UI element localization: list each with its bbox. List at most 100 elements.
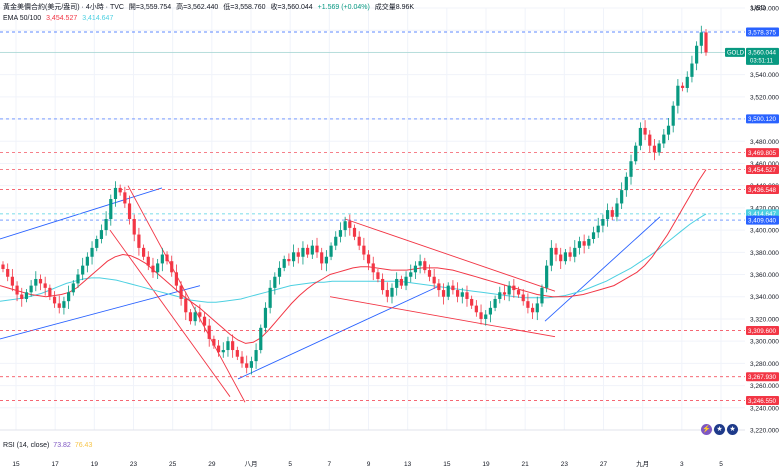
us-flag-icon[interactable]: ★	[714, 424, 725, 435]
ema100-value: 3,414.647	[82, 15, 114, 22]
candle-body	[71, 283, 75, 293]
candle-body	[254, 350, 258, 362]
date-tick-label: 17	[52, 461, 60, 468]
candle-body	[104, 219, 108, 231]
candle-body	[671, 105, 675, 126]
candle-body	[296, 252, 300, 257]
candle-body	[85, 256, 89, 266]
price-tick-label: 3,380.000	[750, 250, 779, 257]
price-tag-text: 3,500.120	[748, 116, 777, 123]
date-tick-label: 5	[719, 461, 723, 468]
trend-line	[109, 229, 231, 397]
trend-line	[544, 216, 661, 322]
candle-body	[165, 254, 169, 262]
candle-body	[409, 272, 413, 277]
currency-label: USD	[751, 5, 766, 12]
candle-body	[699, 32, 703, 46]
candle-body	[395, 278, 399, 288]
candle-body	[198, 312, 202, 317]
candle-body	[273, 276, 277, 288]
ema50-value: 3,454.527	[46, 15, 78, 22]
date-tick-label: 3	[680, 461, 684, 468]
close-value: 收=3,560.044	[270, 4, 313, 11]
candle-body	[24, 292, 29, 299]
candle-body	[498, 292, 502, 299]
candle-body	[437, 283, 441, 291]
us-flag-icon-2[interactable]: ★	[727, 424, 738, 435]
candle-body	[179, 285, 183, 299]
candle-body	[188, 312, 193, 322]
candle-body	[249, 361, 253, 368]
candle-body	[245, 363, 249, 368]
candle-body	[259, 327, 263, 351]
candle-body	[601, 219, 605, 226]
candle-body	[530, 307, 535, 313]
candle-body	[465, 292, 469, 299]
lightning-icon[interactable]: ⚡	[701, 424, 712, 435]
price-tag	[746, 215, 779, 225]
candle-body	[610, 210, 614, 217]
date-tick-label: 27	[600, 461, 608, 468]
candle-body	[587, 238, 591, 246]
candle-body	[666, 125, 671, 135]
date-tick-label: 23	[130, 461, 138, 468]
price-tags: 3,578.375 3,500.120 3,469.805 3,454.527 3,43…	[725, 27, 779, 406]
date-tick-label: 29	[208, 461, 216, 468]
candle-body	[512, 285, 516, 291]
candle-body	[615, 203, 619, 217]
rsi-header[interactable]: RSI (14, close) 73.82 76.43	[3, 442, 92, 449]
price-tick-label: 3,460.000	[750, 161, 779, 168]
candle-body	[620, 190, 624, 204]
price-tag-text: 3,414.647	[748, 211, 777, 218]
candle-body	[418, 261, 422, 266]
candle-body	[554, 247, 558, 255]
candle-body	[6, 268, 10, 277]
price-tick-label: 3,240.000	[750, 405, 779, 412]
symbol-title[interactable]: 黃金美價合約(美元/盎司) · 4小時 · TVC	[3, 4, 124, 11]
candle-body	[662, 134, 666, 144]
candle-body	[704, 32, 708, 53]
candle-body	[184, 298, 188, 313]
candle-body	[352, 227, 357, 237]
candle-body	[29, 285, 33, 293]
price-tick-label: 3,400.000	[750, 228, 779, 235]
price-tick-label: 3,540.000	[750, 72, 779, 79]
ema50-line	[0, 169, 707, 344]
indicator-header[interactable]: EMA 50/100 3,454.527 3,414.647	[3, 14, 116, 23]
time-axis[interactable]: 15 17 19 23 25 29 八月 5 7 9 13 15 19 21 23 27 九月 3 5	[12, 459, 723, 468]
rsi-label: RSI (14, close)	[3, 442, 50, 449]
price-tick-label: 3,320.000	[750, 316, 779, 323]
price-tag	[746, 27, 779, 37]
candle-body	[427, 270, 432, 277]
candle-body	[207, 325, 211, 339]
candle-body	[81, 265, 85, 275]
candle-body	[446, 285, 450, 297]
candle-body	[690, 63, 694, 77]
candle-body	[90, 247, 94, 257]
candle-body	[221, 350, 225, 353]
candle-body	[605, 210, 610, 219]
ema-label: EMA 50/100	[3, 15, 42, 22]
candle-body	[146, 256, 150, 266]
candle-body	[123, 192, 127, 204]
candle-body	[62, 301, 66, 308]
date-tick-label: 5	[288, 461, 292, 468]
candle-body	[118, 187, 122, 193]
candle-body	[441, 290, 446, 297]
candle-body	[43, 283, 47, 288]
candle-body	[559, 254, 563, 262]
candle-body	[156, 263, 160, 273]
rsi-ma-value: 76.43	[74, 442, 93, 449]
price-tag-text: 3,454.527	[748, 167, 777, 174]
price-tag-text: 3,267.930	[748, 374, 777, 381]
candle-body	[657, 143, 661, 153]
price-tag	[746, 396, 779, 406]
symbol-tag	[725, 47, 745, 57]
candle-body	[596, 225, 600, 233]
price-tag	[746, 325, 779, 335]
candle-body	[676, 85, 680, 106]
candle-body	[216, 345, 221, 353]
candle-body	[142, 247, 146, 257]
